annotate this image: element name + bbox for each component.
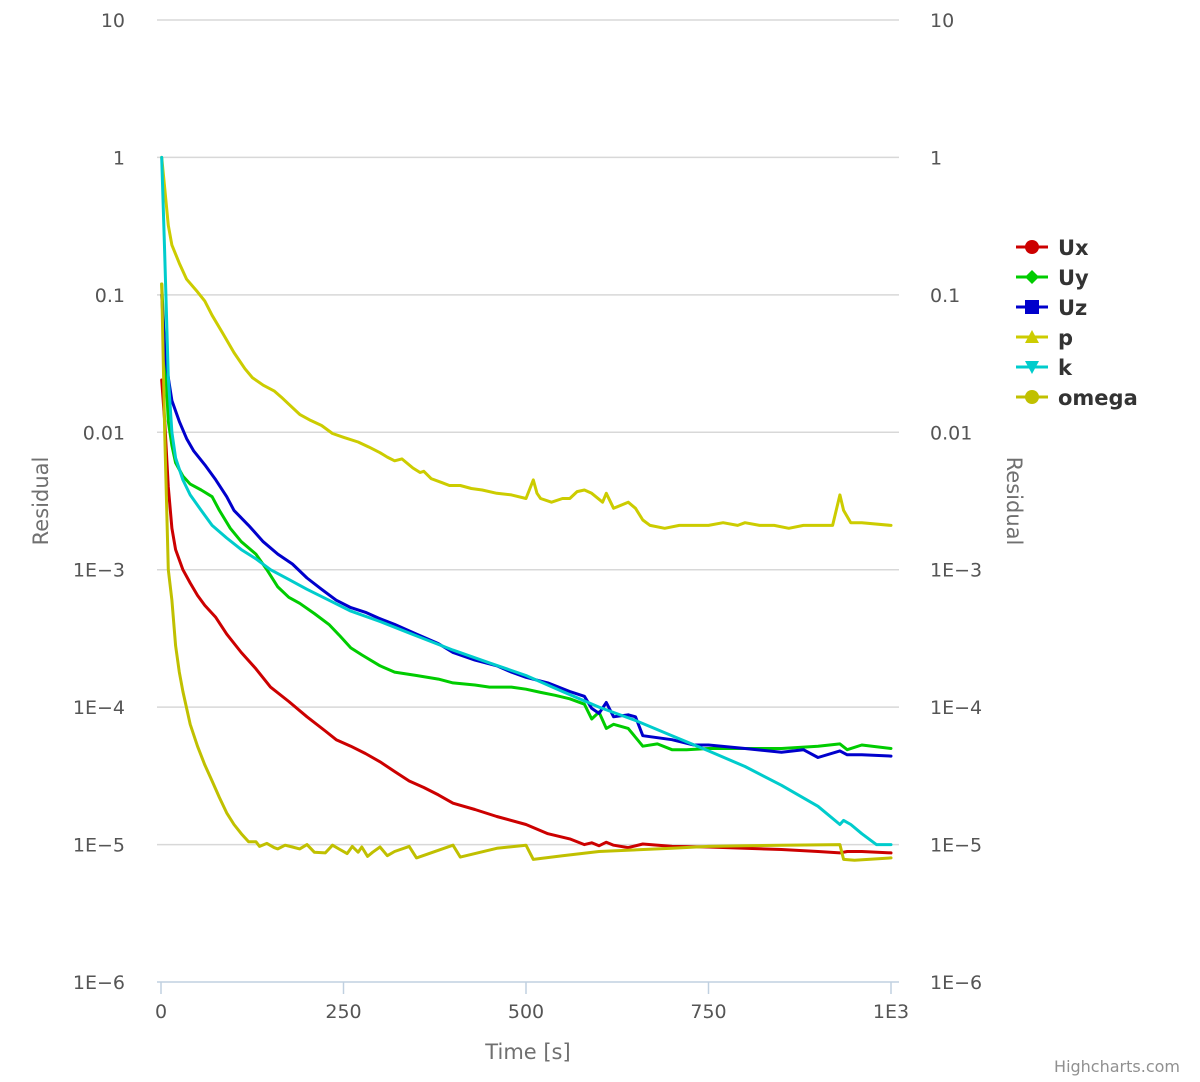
x-axis-title: Time [s] — [484, 1040, 570, 1064]
series-line-k[interactable] — [160, 155, 893, 847]
y-tick-label-left: 1E−6 — [73, 972, 125, 994]
y-tick-label-right: 1E−4 — [930, 697, 982, 719]
triangle-marker-icon — [1025, 330, 1039, 343]
legend-label: p — [1058, 326, 1073, 350]
y-tick-label-right: 1 — [930, 147, 942, 169]
series-line-omega[interactable] — [160, 282, 893, 862]
legend-item-omega[interactable]: omega — [1016, 386, 1138, 410]
legend-item-uy[interactable]: Uy — [1016, 266, 1089, 290]
y-tick-label-left: 1 — [113, 147, 125, 169]
legend-label: Ux — [1058, 236, 1089, 260]
y-tick-label-right: 0.1 — [930, 285, 960, 307]
legend-label: Uy — [1058, 266, 1089, 290]
x-tick-label: 0 — [155, 1001, 167, 1023]
right-y-axis: 10 1 0.1 0.01 1E−3 1E−4 1E−5 1E−6 — [930, 10, 982, 994]
x-tick-label: 1E3 — [873, 1001, 909, 1023]
circle-marker-icon — [1025, 390, 1039, 404]
x-tick-label: 250 — [325, 1001, 361, 1023]
x-tick-label: 750 — [690, 1001, 726, 1023]
legend-item-k[interactable]: k — [1016, 356, 1073, 380]
y-tick-label-left: 10 — [101, 10, 125, 32]
grid-lines — [157, 19, 899, 846]
legend-item-uz[interactable]: Uz — [1016, 296, 1087, 320]
y-tick-label-right: 10 — [930, 10, 954, 32]
y-tick-label-left: 0.01 — [83, 422, 125, 444]
series-line-p[interactable] — [160, 155, 893, 530]
series-line-ux[interactable] — [160, 378, 893, 855]
triangle-down-marker-icon — [1025, 361, 1039, 374]
legend-label: omega — [1058, 386, 1138, 410]
legend-label: Uz — [1058, 296, 1087, 320]
y-axis-title-right: Residual — [1002, 457, 1026, 546]
y-axis-title-left: Residual — [29, 457, 53, 546]
y-tick-label-left: 1E−3 — [73, 560, 125, 582]
y-tick-label-left: 1E−4 — [73, 697, 125, 719]
y-tick-label-right: 1E−3 — [930, 560, 982, 582]
square-marker-icon — [1025, 300, 1039, 314]
x-axis: 0 250 500 750 1E3 — [155, 981, 909, 1023]
y-tick-label-left: 0.1 — [95, 285, 125, 307]
legend-item-p[interactable]: p — [1016, 326, 1073, 350]
y-tick-label-left: 1E−5 — [73, 835, 125, 857]
legend: Ux Uy Uz pk omega — [1016, 236, 1138, 410]
x-tick-label: 500 — [508, 1001, 544, 1023]
series-line-uz[interactable] — [160, 293, 893, 759]
left-y-axis: 10 1 0.1 0.01 1E−3 1E−4 1E−5 1E−6 — [73, 10, 125, 994]
credits-link[interactable]: Highcharts.com — [1054, 1057, 1180, 1076]
series-group — [160, 155, 893, 862]
y-tick-label-right: 1E−6 — [930, 972, 982, 994]
y-tick-label-right: 0.01 — [930, 422, 972, 444]
legend-item-ux[interactable]: Ux — [1016, 236, 1089, 260]
diamond-marker-icon — [1025, 270, 1039, 284]
y-tick-label-right: 1E−5 — [930, 835, 982, 857]
legend-label: k — [1058, 356, 1073, 380]
series-line-uy[interactable] — [160, 282, 893, 752]
circle-marker-icon — [1025, 240, 1039, 254]
